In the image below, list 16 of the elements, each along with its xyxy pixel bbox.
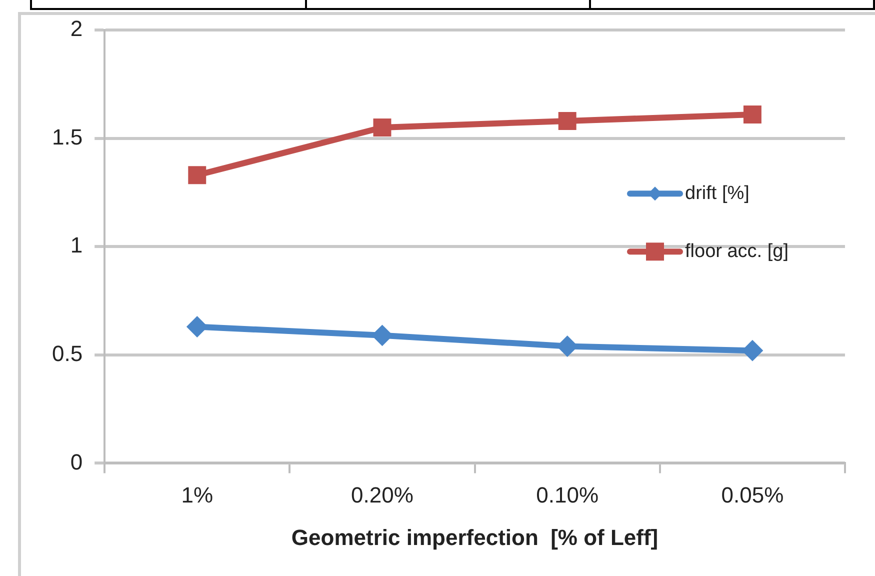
y-tick-label: 2 (70, 16, 83, 42)
x-tick-label: 0.20% (351, 482, 414, 508)
x-axis-title: Geometric imperfection [% of Leff] (291, 524, 658, 550)
y-tick-label: 1.5 (52, 124, 83, 150)
x-tick-label: 0.10% (536, 482, 599, 508)
y-tick-label: 0 (70, 449, 83, 474)
point (558, 112, 576, 130)
x-tick-label: 0.05% (721, 482, 784, 508)
legend-label: floor acc. [g] (685, 240, 788, 262)
y-tick-label: 0.5 (52, 340, 83, 366)
point (743, 105, 762, 124)
point (188, 166, 206, 184)
y-tick-label: 1 (70, 232, 83, 258)
x-tick-label: 1% (181, 482, 214, 508)
legend-label: drift [%] (685, 182, 750, 204)
point (373, 118, 392, 136)
